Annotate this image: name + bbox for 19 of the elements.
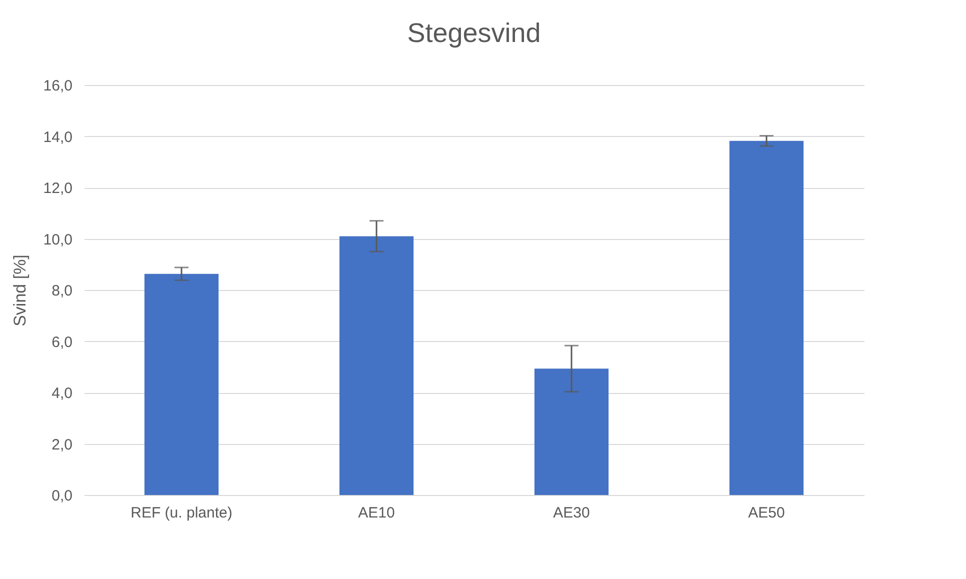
y-tick-label: 16,0 (43, 78, 72, 94)
y-tick-label: 10,0 (43, 231, 72, 248)
y-tick-label: 2,0 (52, 436, 72, 454)
y-tick-label: 8,0 (52, 282, 72, 300)
x-tick-label: AE50 (748, 504, 785, 522)
bar (339, 236, 414, 495)
x-tick-label: AE30 (553, 504, 590, 522)
y-axis-title: Svind [%] (10, 254, 30, 326)
y-tick-label: 6,0 (52, 334, 72, 351)
y-tick-label: 4,0 (52, 385, 72, 402)
chart-title: Stegesvind (407, 18, 541, 48)
bar (534, 368, 609, 495)
bar (729, 140, 804, 495)
bar (144, 274, 219, 495)
x-tick-label: AE10 (358, 504, 395, 522)
y-tick-label: 12,0 (43, 180, 72, 197)
y-tick-label: 0,0 (52, 488, 72, 504)
x-tick-label: REF (u. plante) (130, 504, 232, 522)
y-tick-label: 14,0 (43, 128, 72, 146)
